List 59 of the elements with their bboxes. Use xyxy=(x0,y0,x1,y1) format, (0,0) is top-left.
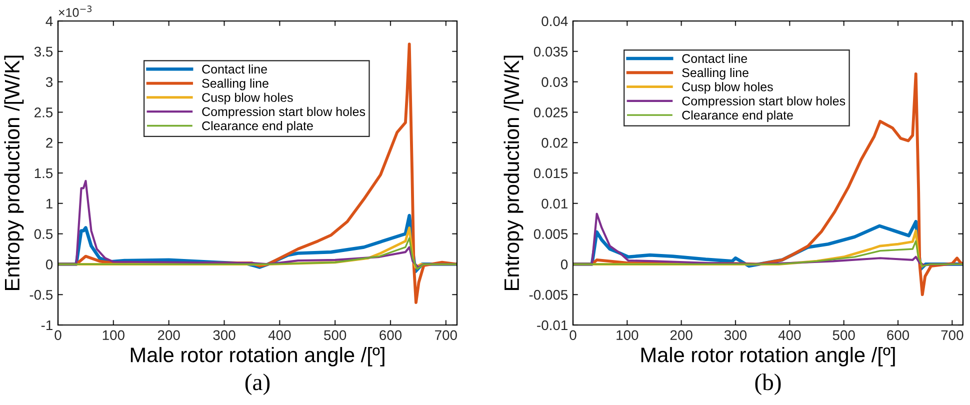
y-tick-label: 3 xyxy=(46,77,53,87)
y-tick-label: -0.5 xyxy=(30,290,53,300)
x-tick-label: 700 xyxy=(435,330,457,340)
y-tick-label: 2 xyxy=(46,138,52,148)
text: (b) xyxy=(755,374,781,396)
y-tick-label: 0.01 xyxy=(542,198,568,209)
x-tick-label: 100 xyxy=(616,330,638,340)
legend-label: Cusp blow holes xyxy=(682,82,773,94)
y-tick-label: 0.5 xyxy=(34,229,53,239)
x-axis-title: Male rotor rotation angle /[º] xyxy=(130,346,384,366)
x-tick-label: 0 xyxy=(570,330,576,340)
y-tick-label: 0.025 xyxy=(534,108,568,118)
x-axis-title: Male rotor rotation angle /[º] xyxy=(641,346,895,366)
y-tick-label: 0.02 xyxy=(542,138,568,148)
line-series xyxy=(58,180,457,268)
y-tick-label: -0.01 xyxy=(537,320,568,330)
x-tick-label: 400 xyxy=(268,330,291,340)
legend-label: Cusp blow holes xyxy=(202,92,293,104)
y-axis-title: Entropy production /[W/K] xyxy=(504,56,524,290)
x-tick-label: 200 xyxy=(670,330,692,340)
y-tick-label: 1.5 xyxy=(34,168,53,178)
line-series xyxy=(573,212,963,266)
x-tick-label: 200 xyxy=(158,330,180,340)
x-tick-label: 700 xyxy=(941,330,964,340)
x-tick-label: 600 xyxy=(887,330,910,340)
line-series xyxy=(573,240,963,267)
line-series xyxy=(58,237,457,270)
y-tick-label: 0.035 xyxy=(534,46,568,57)
x-tick-label: 100 xyxy=(102,330,124,340)
legend-label: Sealling line xyxy=(202,78,268,90)
y-axis-title: Entropy production /[W/K] xyxy=(4,56,24,290)
x-tick-label: 400 xyxy=(778,330,801,340)
y-tick-label: 3.5 xyxy=(34,46,53,57)
x-tick-label: 500 xyxy=(832,330,855,340)
y-tick-label: 0.04 xyxy=(542,16,568,26)
legend-label: Clearance end plate xyxy=(682,110,793,122)
y-tick-label: 2.5 xyxy=(34,108,53,118)
x-tick-label: 500 xyxy=(324,330,346,340)
y-tick-label: 0.03 xyxy=(542,77,568,87)
legend-label: Clearance end plate xyxy=(202,121,313,133)
y-tick-label: 0 xyxy=(46,260,53,270)
y-tick-label: -0.005 xyxy=(529,290,568,300)
text: ×10$^{−3}$ xyxy=(58,6,92,17)
text: (a) xyxy=(245,374,270,396)
x-tick-label: 300 xyxy=(724,330,747,340)
x-tick-label: 300 xyxy=(213,330,236,340)
legend-label: Sealling line xyxy=(682,68,748,80)
legend-label: Contact line xyxy=(682,54,748,63)
y-tick-label: 0 xyxy=(560,260,568,270)
y-tick-label: 4 xyxy=(46,16,53,26)
legend-label: Contact line xyxy=(202,64,268,74)
x-tick-label: 0 xyxy=(54,330,62,340)
x-tick-label: 600 xyxy=(380,330,402,340)
y-tick-label: 0.005 xyxy=(534,229,568,239)
y-tick-label: -1 xyxy=(41,320,52,330)
legend-label: Compression start blow holes xyxy=(202,106,366,119)
y-tick-label: 0.015 xyxy=(534,168,568,178)
y-tick-label: 1 xyxy=(46,198,52,208)
legend-label: Compression start blow holes xyxy=(682,96,846,108)
